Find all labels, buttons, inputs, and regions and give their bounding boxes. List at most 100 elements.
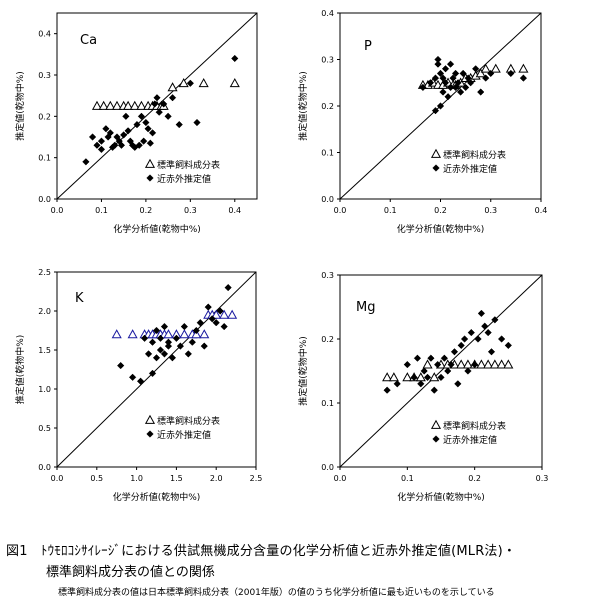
- x-tick-label: 0.0: [51, 206, 64, 215]
- series-2: [383, 309, 512, 394]
- data-point-diamond: [140, 137, 148, 145]
- identity-line: [56, 271, 257, 468]
- data-point-diamond: [164, 342, 173, 350]
- data-point-diamond: [403, 360, 411, 369]
- data-point-diamond: [102, 125, 110, 133]
- data-point-diamond: [471, 360, 479, 369]
- x-tick-label: 0.3: [536, 474, 549, 483]
- y-tick-label: 2.0: [38, 307, 51, 316]
- legend-label: 近赤外推定値: [157, 173, 211, 185]
- data-point-diamond: [450, 348, 459, 356]
- data-point-diamond: [474, 335, 482, 343]
- data-point-diamond: [446, 60, 455, 68]
- chart-title: K: [75, 291, 84, 306]
- plot-area: [56, 12, 258, 200]
- data-point-diamond: [216, 307, 224, 315]
- data-point-triangle: [402, 372, 413, 382]
- data-point-diamond: [434, 55, 442, 64]
- legend-diamond-marker: [146, 174, 154, 182]
- y-tick-label: 1.0: [38, 385, 51, 394]
- data-point-diamond: [497, 335, 506, 343]
- data-point-diamond: [456, 88, 465, 96]
- x-tick-label: 0.1: [401, 474, 414, 483]
- data-point-triangle: [422, 359, 433, 369]
- legend-label: 近赤外推定値: [443, 434, 497, 446]
- data-point-diamond: [427, 354, 435, 362]
- data-point-triangle: [496, 359, 507, 369]
- data-point-triangle: [489, 359, 500, 369]
- data-point-diamond: [128, 373, 137, 381]
- data-point-triangle: [163, 329, 174, 339]
- data-point-triangle: [456, 359, 467, 369]
- data-point-diamond: [507, 69, 515, 78]
- legend-triangle-marker: [430, 148, 442, 158]
- figure-caption-note: 標準飼料成分表の値は日本標準飼料成分表（2001年版）の値のうち化学分析値に最も…: [58, 588, 495, 598]
- data-point-triangle: [199, 329, 210, 339]
- data-point-diamond: [449, 74, 457, 82]
- data-point-diamond: [136, 377, 145, 385]
- data-point-diamond: [188, 338, 196, 346]
- y-tick-label: 0.0: [321, 195, 334, 204]
- data-point-triangle: [167, 82, 178, 92]
- data-point-triangle: [179, 329, 190, 339]
- data-point-triangle: [429, 372, 440, 382]
- chart-title: Ca: [80, 33, 97, 48]
- data-point-triangle: [123, 100, 134, 110]
- data-point-triangle: [211, 309, 222, 319]
- data-point-triangle: [415, 372, 426, 382]
- data-point-triangle: [127, 329, 138, 339]
- x-tick-label: 2.0: [210, 474, 223, 483]
- data-point-triangle: [129, 100, 140, 110]
- data-point-diamond: [212, 319, 220, 327]
- data-point-diamond: [193, 118, 201, 127]
- data-point-diamond: [431, 106, 440, 115]
- x-tick-label: 0.3: [484, 206, 497, 215]
- data-point-diamond: [148, 369, 157, 378]
- data-point-diamond: [446, 83, 455, 92]
- chart-panel-1: 0.0 0.1 0.2 0.3 0.4 0.0 0.1 0.2 0.3 0.4 化学分析値(乾物中%…: [14, 12, 258, 235]
- x-tick-label: 0.3: [184, 206, 197, 215]
- legend-label: 近赤外推定値: [443, 163, 497, 175]
- data-point-diamond: [224, 283, 232, 292]
- y-tick-label: 0.0: [38, 463, 51, 472]
- data-point-diamond: [461, 83, 470, 92]
- plot-area: [56, 271, 257, 468]
- data-point-triangle: [219, 309, 230, 319]
- data-point-diamond: [144, 350, 153, 358]
- data-point-diamond: [464, 367, 472, 375]
- data-point-diamond: [180, 322, 189, 331]
- data-point-triangle: [503, 359, 514, 369]
- data-point-diamond: [420, 367, 428, 375]
- data-point-diamond: [117, 361, 125, 370]
- data-point-diamond: [459, 69, 467, 78]
- x-tick-label: 0.4: [535, 206, 548, 215]
- y-tick-label: 0.1: [38, 154, 51, 163]
- data-point-diamond: [142, 118, 150, 127]
- data-point-diamond: [441, 65, 450, 73]
- identity-line: [339, 274, 543, 468]
- chart-panel-3: 0.0 0.5 1.0 1.5 2.0 2.5 0.0 0.5 1.0 1.5 2.0 2.5 化学分析…: [14, 268, 262, 503]
- y-axis-label: 推定値(乾物中%): [14, 335, 26, 405]
- data-point-diamond: [444, 93, 452, 101]
- x-tick-label: 1.0: [130, 474, 143, 483]
- data-point-diamond: [88, 133, 97, 141]
- data-point-diamond: [430, 386, 438, 394]
- data-point-diamond: [451, 83, 460, 92]
- data-point-diamond: [200, 342, 208, 350]
- data-point-triangle: [490, 63, 501, 73]
- legend-diamond-marker: [432, 164, 440, 172]
- data-point-diamond: [423, 373, 432, 382]
- data-point-diamond: [155, 108, 163, 116]
- data-point-triangle: [382, 372, 393, 382]
- x-tick-label: 0.2: [140, 206, 153, 215]
- y-tick-label: 0.3: [321, 56, 334, 65]
- data-point-diamond: [467, 328, 475, 337]
- data-point-diamond: [487, 348, 496, 356]
- x-tick-label: 1.5: [170, 474, 183, 483]
- data-point-diamond: [454, 380, 462, 388]
- data-point-diamond: [451, 69, 460, 78]
- data-point-triangle: [229, 78, 240, 88]
